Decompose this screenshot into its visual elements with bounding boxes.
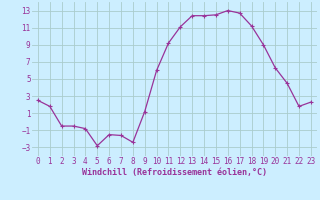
X-axis label: Windchill (Refroidissement éolien,°C): Windchill (Refroidissement éolien,°C) [82, 168, 267, 177]
